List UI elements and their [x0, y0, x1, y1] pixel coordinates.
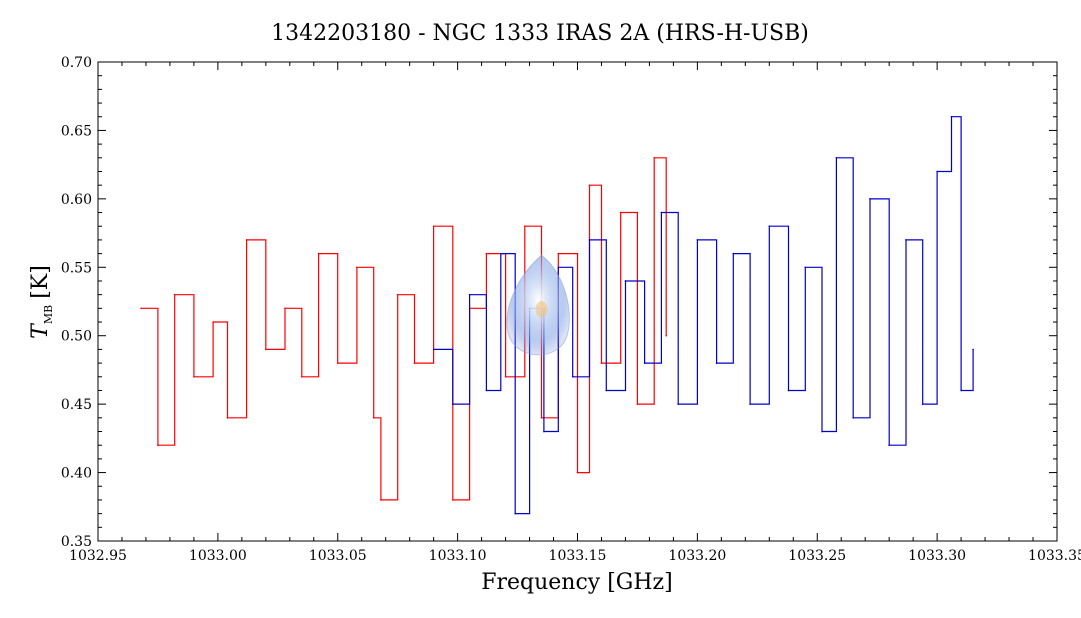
svg-text:TMB[K]: TMB [K] — [28, 265, 55, 339]
series-2-point — [835, 157, 838, 159]
x-tick-label: 1033.25 — [788, 548, 846, 564]
series-2-point — [588, 239, 591, 241]
x-axis-ticks: 1032.95 1033.00 1033.05 1033.10 1033.15 1033.… — [69, 62, 1081, 564]
series-1-point — [372, 417, 375, 419]
series-2-point — [660, 211, 663, 214]
series-2-point — [972, 348, 974, 351]
y-axis-label-unit: [K] — [28, 265, 53, 299]
series-1-point — [576, 471, 579, 474]
series-1-point — [173, 293, 176, 296]
x-tick-label: 1033.00 — [189, 548, 247, 564]
series-2-point — [732, 252, 735, 255]
series-2-point — [852, 417, 855, 419]
series-2-point — [499, 252, 502, 255]
series-2-point — [432, 348, 435, 351]
series-1-point — [396, 293, 399, 296]
y-tick-label: 0.65 — [61, 123, 92, 139]
series-2-point — [950, 115, 953, 118]
series-2-point — [715, 362, 718, 364]
x-tick-label: 1033.05 — [309, 548, 367, 564]
y-tick-label: 0.70 — [61, 55, 92, 71]
series-1-point — [140, 307, 142, 310]
y-axis-label-main: T — [28, 322, 53, 339]
series-2-point — [905, 239, 907, 241]
series-1-point — [226, 417, 229, 419]
series-1-point — [557, 252, 560, 255]
series-1-point — [485, 252, 488, 255]
overlay-blob — [506, 254, 570, 356]
y-tick-label: 0.45 — [61, 397, 92, 413]
series-1-point — [356, 266, 358, 269]
series-2-point — [768, 225, 771, 228]
series-1-point — [504, 375, 507, 378]
series-layer — [140, 115, 974, 515]
series-1-point — [665, 334, 668, 337]
series-2-point — [821, 430, 823, 433]
series-1-point — [284, 307, 286, 310]
series-1-point — [265, 348, 267, 351]
y-axis-ticks: 0.35 0.40 0.45 0.50 0.55 0.60 0.65 0.70 — [61, 55, 1057, 550]
series-2-point — [804, 266, 807, 269]
series-2-point — [677, 403, 679, 405]
x-tick-label: 1032.95 — [69, 548, 127, 564]
series-2-point — [869, 198, 871, 200]
x-tick-label: 1033.20 — [668, 548, 726, 564]
series-1-point — [413, 362, 416, 364]
series-1-point — [380, 499, 382, 501]
series-1-point — [653, 157, 656, 159]
series-2-point — [936, 170, 938, 173]
series-1-point — [588, 184, 591, 186]
chart-title: 1342203180 - NGC 1333 IRAS 2A (HRS-H-USB… — [271, 21, 809, 46]
series-2-point — [787, 389, 790, 392]
series-1-point — [600, 362, 603, 364]
series-1-point — [619, 211, 622, 214]
overlay-blob-core — [535, 301, 548, 318]
series-2-point — [888, 444, 890, 447]
y-tick-label: 0.35 — [61, 534, 92, 550]
series-1-point — [317, 252, 320, 255]
y-axis-label: TMB [K] — [28, 265, 55, 339]
series-1-point — [245, 239, 248, 241]
series-2-point — [485, 389, 488, 392]
series-2-point — [557, 266, 560, 269]
y-tick-label: 0.40 — [61, 466, 92, 482]
series-2-point — [696, 239, 699, 241]
y-tick-label: 0.60 — [61, 192, 92, 208]
series-2-point — [643, 362, 646, 364]
series-1-point — [452, 499, 454, 501]
x-tick-label: 1033.30 — [908, 548, 966, 564]
series-2-point — [571, 375, 574, 378]
series-2-point — [543, 430, 545, 433]
series-1-point — [212, 321, 214, 323]
x-axis-label: Frequency [GHz] — [481, 570, 673, 595]
series-2-point — [749, 403, 751, 405]
series-2-point — [452, 403, 454, 405]
series-2-line — [433, 116, 974, 515]
series-1-point — [636, 403, 639, 405]
series-1-point — [523, 225, 526, 228]
series-1-point — [540, 417, 543, 419]
series-1-line — [141, 157, 667, 501]
x-tick-label: 1033.10 — [429, 548, 487, 564]
series-1-point — [432, 225, 435, 228]
y-axis-label-sub: MB — [42, 305, 55, 324]
y-tick-label: 0.50 — [61, 329, 92, 345]
series-1-point — [157, 444, 159, 447]
series-1-point — [300, 375, 303, 378]
x-tick-label: 1033.35 — [1028, 548, 1081, 564]
series-2-point — [960, 389, 962, 392]
series-2-point — [514, 512, 516, 515]
series-2-point — [468, 293, 471, 296]
series-2-point — [605, 389, 608, 392]
x-tick-label: 1033.15 — [549, 548, 607, 564]
y-tick-label: 0.55 — [61, 260, 92, 276]
series-1-point — [336, 362, 339, 364]
series-1-point — [193, 375, 195, 378]
series-2-point — [921, 403, 924, 405]
series-2-point — [624, 280, 627, 282]
